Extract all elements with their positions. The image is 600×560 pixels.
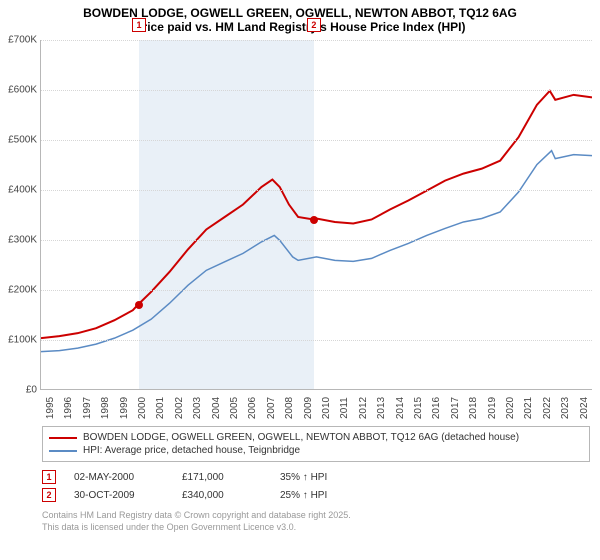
marker-badge: 2 <box>42 488 56 502</box>
y-gridline <box>41 340 592 341</box>
x-axis-tick-label: 2008 <box>284 397 295 419</box>
x-axis-tick-label: 2011 <box>339 397 350 419</box>
x-axis-tick-label: 2000 <box>137 397 148 419</box>
title-line-1: BOWDEN LODGE, OGWELL GREEN, OGWELL, NEWT… <box>10 6 590 20</box>
transaction-row: 1 02-MAY-2000 £171,000 35% ↑ HPI <box>42 468 590 486</box>
x-axis-tick-label: 2021 <box>523 397 534 419</box>
transactions-table: 1 02-MAY-2000 £171,000 35% ↑ HPI 2 30-OC… <box>42 468 590 504</box>
y-gridline <box>41 40 592 41</box>
x-axis-tick-label: 2024 <box>579 397 590 419</box>
y-gridline <box>41 290 592 291</box>
x-axis-tick-label: 1997 <box>82 397 93 419</box>
y-axis-tick-label: £200K <box>1 285 37 296</box>
x-axis-tick-label: 2005 <box>229 397 240 419</box>
legend-swatch <box>49 450 77 452</box>
transaction-date: 30-OCT-2009 <box>74 490 164 501</box>
license-line-1: Contains HM Land Registry data © Crown c… <box>42 510 590 522</box>
y-axis-tick-label: £300K <box>1 235 37 246</box>
x-axis-tick-label: 2018 <box>468 397 479 419</box>
chart-marker-badge: 1 <box>132 18 146 32</box>
x-axis-tick-label: 2013 <box>376 397 387 419</box>
transaction-row: 2 30-OCT-2009 £340,000 25% ↑ HPI <box>42 486 590 504</box>
x-axis-tick-label: 2001 <box>155 397 166 419</box>
x-axis-tick-label: 2002 <box>174 397 185 419</box>
x-axis-tick-label: 2009 <box>303 397 314 419</box>
x-axis-tick-label: 2016 <box>431 397 442 419</box>
chart-legend: BOWDEN LODGE, OGWELL GREEN, OGWELL, NEWT… <box>42 426 590 462</box>
legend-label: HPI: Average price, detached house, Teig… <box>83 445 300 456</box>
legend-label: BOWDEN LODGE, OGWELL GREEN, OGWELL, NEWT… <box>83 432 519 443</box>
y-axis-tick-label: £700K <box>1 35 37 46</box>
chart-title: BOWDEN LODGE, OGWELL GREEN, OGWELL, NEWT… <box>0 0 600 36</box>
x-axis-tick-label: 1999 <box>119 397 130 419</box>
marker-badge: 1 <box>42 470 56 484</box>
license-notice: Contains HM Land Registry data © Crown c… <box>42 510 590 533</box>
legend-swatch <box>49 437 77 439</box>
x-axis-tick-label: 2017 <box>450 397 461 419</box>
x-axis-tick-label: 2020 <box>505 397 516 419</box>
chart-lines-svg <box>41 40 592 389</box>
x-axis-tick-label: 2022 <box>542 397 553 419</box>
y-gridline <box>41 240 592 241</box>
chart-marker-dot <box>135 301 143 309</box>
x-axis-tick-label: 2012 <box>358 397 369 419</box>
line-chart: £0£100K£200K£300K£400K£500K£600K£700K199… <box>40 40 592 390</box>
x-axis-tick-label: 1998 <box>100 397 111 419</box>
x-axis-tick-label: 1996 <box>63 397 74 419</box>
y-axis-tick-label: £0 <box>1 385 37 396</box>
series-line-price_paid <box>41 91 592 338</box>
x-axis-tick-label: 2019 <box>487 397 498 419</box>
y-axis-tick-label: £600K <box>1 85 37 96</box>
x-axis-tick-label: 2010 <box>321 397 332 419</box>
x-axis-tick-label: 2015 <box>413 397 424 419</box>
transaction-date: 02-MAY-2000 <box>74 472 164 483</box>
y-axis-tick-label: £100K <box>1 335 37 346</box>
x-axis-tick-label: 2014 <box>395 397 406 419</box>
x-axis-tick-label: 1995 <box>45 397 56 419</box>
x-axis-tick-label: 2007 <box>266 397 277 419</box>
y-gridline <box>41 190 592 191</box>
transaction-price: £340,000 <box>182 490 262 501</box>
transaction-delta: 35% ↑ HPI <box>280 472 327 483</box>
chart-marker-dot <box>310 216 318 224</box>
transaction-delta: 25% ↑ HPI <box>280 490 327 501</box>
license-line-2: This data is licensed under the Open Gov… <box>42 522 590 534</box>
legend-item: BOWDEN LODGE, OGWELL GREEN, OGWELL, NEWT… <box>49 431 583 444</box>
y-gridline <box>41 140 592 141</box>
transaction-price: £171,000 <box>182 472 262 483</box>
series-line-hpi <box>41 151 592 352</box>
legend-item: HPI: Average price, detached house, Teig… <box>49 444 583 457</box>
x-axis-tick-label: 2006 <box>247 397 258 419</box>
x-axis-tick-label: 2023 <box>560 397 571 419</box>
title-line-2: Price paid vs. HM Land Registry's House … <box>10 20 590 34</box>
y-axis-tick-label: £400K <box>1 185 37 196</box>
y-gridline <box>41 90 592 91</box>
x-axis-tick-label: 2004 <box>211 397 222 419</box>
y-axis-tick-label: £500K <box>1 135 37 146</box>
chart-marker-badge: 2 <box>307 18 321 32</box>
x-axis-tick-label: 2003 <box>192 397 203 419</box>
